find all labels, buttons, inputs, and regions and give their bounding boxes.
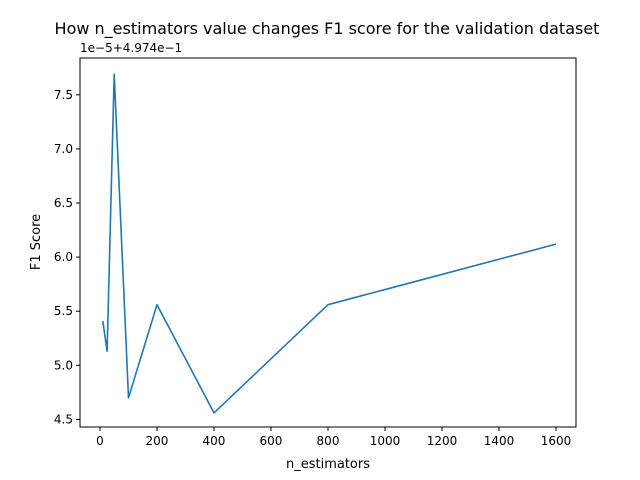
- y-tick-label: 5.0: [54, 358, 73, 372]
- x-tick-label: 1200: [427, 434, 458, 448]
- y-tick-label: 5.5: [54, 304, 73, 318]
- y-tick-label: 7.0: [54, 142, 73, 156]
- y-tick-label: 6.0: [54, 250, 73, 264]
- plot-area-frame: [79, 57, 577, 428]
- f1-score-series-line: [102, 73, 557, 414]
- x-tick-label: 1600: [541, 434, 572, 448]
- y-axis-label: F1 Score: [29, 214, 44, 270]
- x-tick-label: 1400: [484, 434, 515, 448]
- x-axis-ticks: 0 200 400 600 800 1000 1200 1400 1600: [96, 427, 571, 448]
- y-axis-offset-text: 1e−5+4.974e−1: [80, 41, 182, 55]
- chart-title: How n_estimators value changes F1 score …: [55, 19, 600, 39]
- y-tick-label: 6.5: [54, 196, 73, 210]
- y-tick-label: 7.5: [54, 88, 73, 102]
- y-tick-label: 4.5: [54, 412, 73, 426]
- x-tick-label: 1000: [370, 434, 401, 448]
- x-axis-label: n_estimators: [286, 457, 370, 472]
- y-axis-ticks: 4.5 5.0 5.5 6.0 6.5 7.0 7.5: [54, 88, 80, 426]
- x-tick-label: 200: [146, 434, 169, 448]
- plot-series: [102, 73, 557, 414]
- x-tick-label: 800: [317, 434, 340, 448]
- x-tick-label: 0: [96, 434, 104, 448]
- x-tick-label: 600: [260, 434, 283, 448]
- x-tick-label: 400: [203, 434, 226, 448]
